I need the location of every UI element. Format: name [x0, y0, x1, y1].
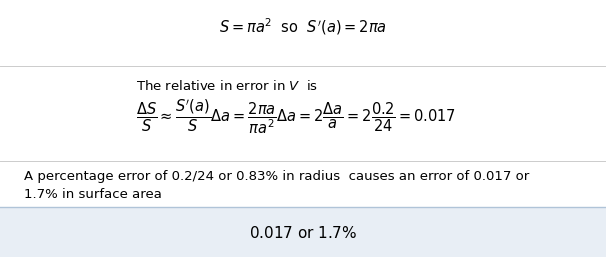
Text: A percentage error of 0.2/24 or 0.83% in radius  causes an error of 0.017 or: A percentage error of 0.2/24 or 0.83% in…	[24, 170, 530, 182]
Text: The relative in error in $V$  is: The relative in error in $V$ is	[136, 79, 319, 93]
Text: 1.7% in surface area: 1.7% in surface area	[24, 188, 162, 200]
FancyBboxPatch shape	[0, 207, 606, 257]
Text: $0.017$ or $1.7\%$: $0.017$ or $1.7\%$	[249, 225, 357, 241]
Text: $\dfrac{\Delta S}{S} \approx \dfrac{S^{\prime}(a)}{S}\Delta a = \dfrac{2\pi a}{\: $\dfrac{\Delta S}{S} \approx \dfrac{S^{\…	[136, 97, 456, 136]
Text: $S = \pi a^2$  so  $S^{\prime}(a) = 2\pi a$: $S = \pi a^2$ so $S^{\prime}(a) = 2\pi a…	[219, 17, 387, 37]
